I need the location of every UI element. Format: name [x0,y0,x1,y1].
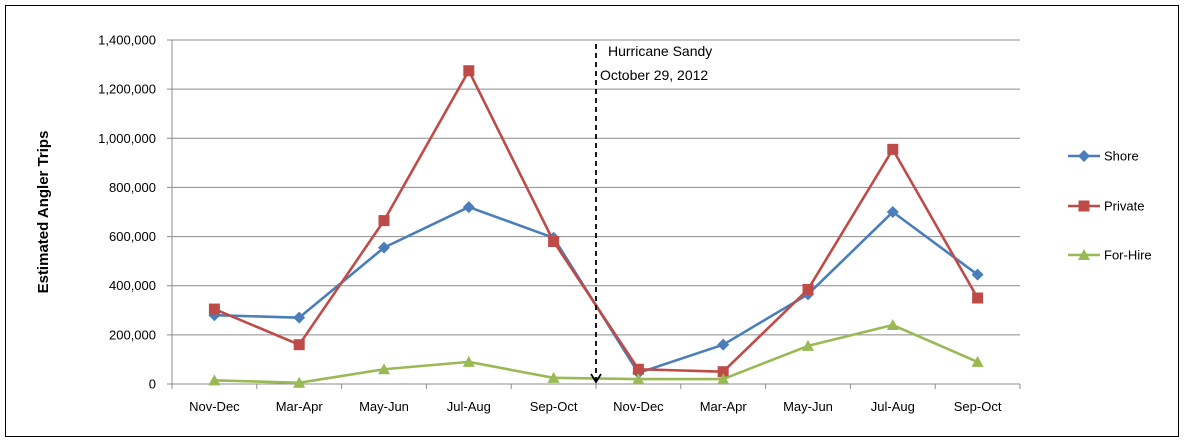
data-point [717,366,729,378]
x-tick-labels: Nov-Dec Mar-Apr May-Jun Jul-Aug Sep-Oct Nov-D… [189,399,1002,414]
legend-marker [1078,200,1090,212]
data-point [548,235,560,247]
data-point [802,339,814,351]
y-tick-label: 0 [149,377,156,392]
y-tick-labels: 0 200,000 400,000 600,000 800,000 1,000,000 1,… [98,33,156,392]
data-point [547,371,560,383]
x-tick-label: Sep-Oct [954,399,1002,414]
legend: Shore Private For-Hire [1068,149,1152,263]
y-tick-label: 200,000 [109,327,156,342]
data-point [632,373,645,385]
legend-item-for-hire: For-Hire [1068,248,1152,263]
data-point [463,65,475,77]
data-point [293,311,306,324]
y-tick-label: 800,000 [109,180,156,195]
legend-label: For-Hire [1104,248,1152,263]
data-point [802,283,814,295]
hurricane-arrow-icon [590,373,602,384]
y-tick-label: 400,000 [109,278,156,293]
data-point [293,376,306,388]
x-tick-label: May-Jun [359,399,409,414]
data-point [886,319,899,331]
legend-label: Shore [1104,149,1139,164]
data-point [887,143,899,155]
annotation-line-2: October 29, 2012 [600,67,708,83]
y-tick-label: 600,000 [109,229,156,244]
legend-marker [1078,249,1090,260]
data-point [208,374,221,386]
y-tick-label: 1,400,000 [98,33,156,48]
data-point [971,355,984,367]
chart-frame [5,5,1179,437]
y-tick-label: 1,200,000 [98,82,156,97]
data-point [971,268,984,281]
data-point [378,215,390,227]
legend-item-private: Private [1068,199,1144,214]
data-point [293,339,305,351]
data-point [717,373,730,385]
x-tick-label: Jul-Aug [447,399,491,414]
axes [171,40,1021,389]
data-point [632,363,644,375]
data-point [208,303,220,315]
x-tick-label: Jul-Aug [871,399,915,414]
data-point [378,363,390,375]
x-tick-label: Nov-Dec [189,399,240,414]
annotation-line-1: Hurricane Sandy [608,43,712,59]
x-tick-label: Mar-Apr [276,399,324,414]
legend-item-shore: Shore [1068,149,1139,164]
data-point [462,355,475,367]
y-tick-label: 1,000,000 [98,131,156,146]
x-tick-label: Sep-Oct [530,399,578,414]
data-point [378,241,390,254]
legend-label: Private [1104,199,1144,214]
x-tick-label: May-Jun [783,399,833,414]
data-point [462,201,475,214]
x-tick-label: Nov-Dec [613,399,664,414]
hurricane-annotation: Hurricane Sandy October 29, 2012 [590,43,712,384]
data-point [886,206,899,218]
data-point [972,292,984,304]
y-axis-label: Estimated Angler Trips [35,131,52,294]
x-tick-label: Mar-Apr [700,399,748,414]
data-point [717,338,730,351]
legend-marker [1078,150,1090,162]
